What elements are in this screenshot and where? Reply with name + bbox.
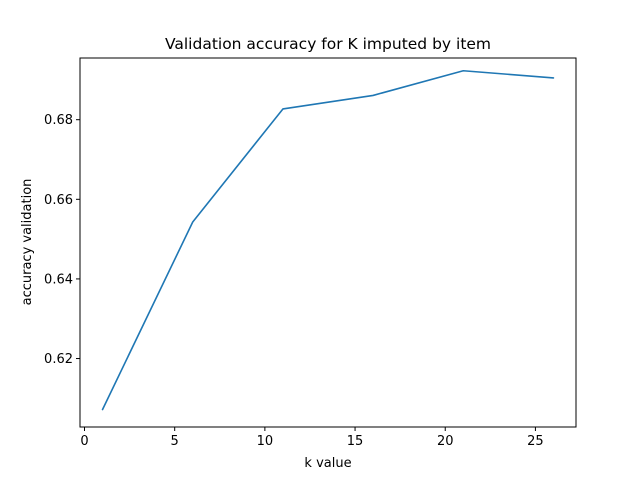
y-axis-label: accuracy validation [20,179,35,306]
x-tick-label: 0 [80,434,88,449]
x-tick-label: 5 [171,434,179,449]
chart-title: Validation accuracy for K imputed by ite… [165,35,491,53]
x-axis-label: k value [304,456,351,471]
series-line [101,69,555,411]
y-tick-label: 0.68 [44,113,73,128]
x-tick-label: 20 [437,434,454,449]
x-axis: 0 5 10 15 20 25 [80,427,544,449]
x-tick-label: 10 [257,434,274,449]
y-tick-label: 0.62 [44,352,73,367]
y-axis: 0.62 0.64 0.66 0.68 [44,113,80,367]
plot-area-frame [79,57,577,428]
plot-layer [101,69,555,411]
y-tick-label: 0.64 [44,272,73,287]
y-tick-label: 0.66 [44,193,73,208]
x-tick-label: 15 [347,434,364,449]
x-tick-label: 25 [527,434,544,449]
